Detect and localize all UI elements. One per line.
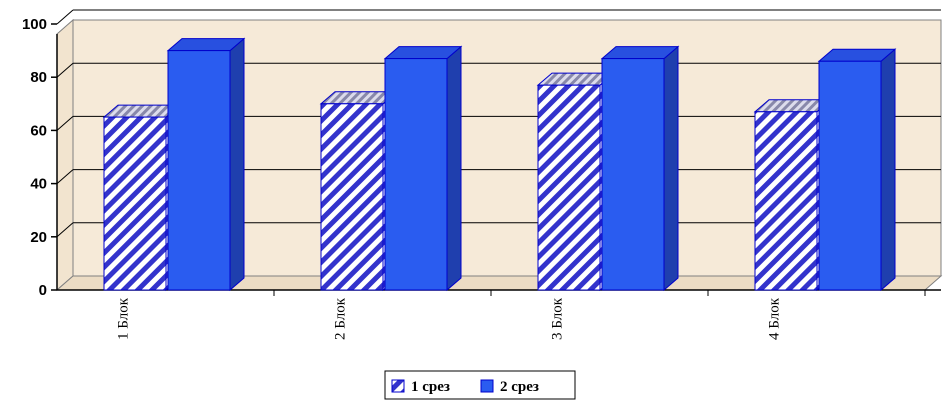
gridline-side bbox=[56, 62, 74, 78]
y-tick-label: 20 bbox=[30, 229, 47, 246]
gridline-side bbox=[56, 222, 74, 238]
bar-3-Блок-2-срез bbox=[600, 45, 680, 292]
y-tick-label: 60 bbox=[30, 122, 47, 139]
gridline-side bbox=[56, 116, 74, 131]
legend-label-series-2: 2 срез bbox=[500, 379, 539, 395]
legend-swatch-series-1 bbox=[391, 379, 405, 393]
gridline-side bbox=[56, 9, 74, 25]
legend-swatch-series-2 bbox=[480, 379, 494, 393]
category-label: 3 Блок bbox=[550, 297, 566, 340]
legend: 1 срез 2 срез bbox=[384, 370, 576, 400]
y-tick-label: 40 bbox=[30, 176, 47, 193]
bar-4-Блок-2-срез bbox=[817, 48, 897, 292]
bar-1-Блок-2-срез bbox=[166, 37, 246, 292]
side-wall bbox=[56, 18, 74, 292]
legend-label-series-1: 1 срез bbox=[411, 379, 450, 395]
bars bbox=[102, 37, 897, 292]
gridline-side bbox=[56, 169, 74, 184]
bar-2-Блок-2-срез bbox=[383, 45, 463, 292]
category-label: 1 Блок bbox=[116, 297, 132, 340]
category-labels: 1 Блок 2 Блок 3 Блок 4 Блок bbox=[116, 297, 783, 340]
legend-box bbox=[384, 370, 576, 400]
category-label: 4 Блок bbox=[767, 297, 783, 340]
y-tick-label: 80 bbox=[30, 69, 47, 86]
category-label: 2 Блок bbox=[333, 297, 349, 340]
y-tick-label: 100 bbox=[22, 16, 47, 33]
y-tick-labels: 0 20 40 60 80 100 bbox=[22, 16, 47, 299]
y-tick-label: 0 bbox=[39, 282, 47, 299]
